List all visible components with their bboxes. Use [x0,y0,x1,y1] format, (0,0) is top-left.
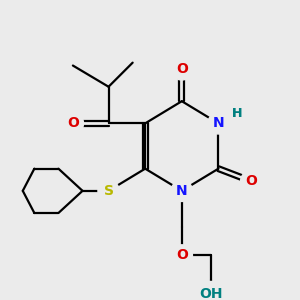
Text: O: O [67,116,79,130]
Circle shape [241,171,262,192]
Circle shape [226,103,247,124]
Circle shape [171,245,192,266]
Text: O: O [176,62,188,76]
Circle shape [208,113,229,134]
Text: N: N [176,184,188,198]
Text: N: N [213,116,224,130]
Text: OH: OH [199,287,223,300]
Text: H: H [232,107,242,120]
Text: H: H [232,107,242,120]
Circle shape [98,180,119,201]
Circle shape [171,59,192,80]
Text: S: S [103,184,114,198]
Text: O: O [176,248,188,262]
Circle shape [171,180,192,201]
Circle shape [198,281,223,300]
Text: O: O [245,174,257,188]
Circle shape [62,113,83,134]
Circle shape [228,105,245,122]
